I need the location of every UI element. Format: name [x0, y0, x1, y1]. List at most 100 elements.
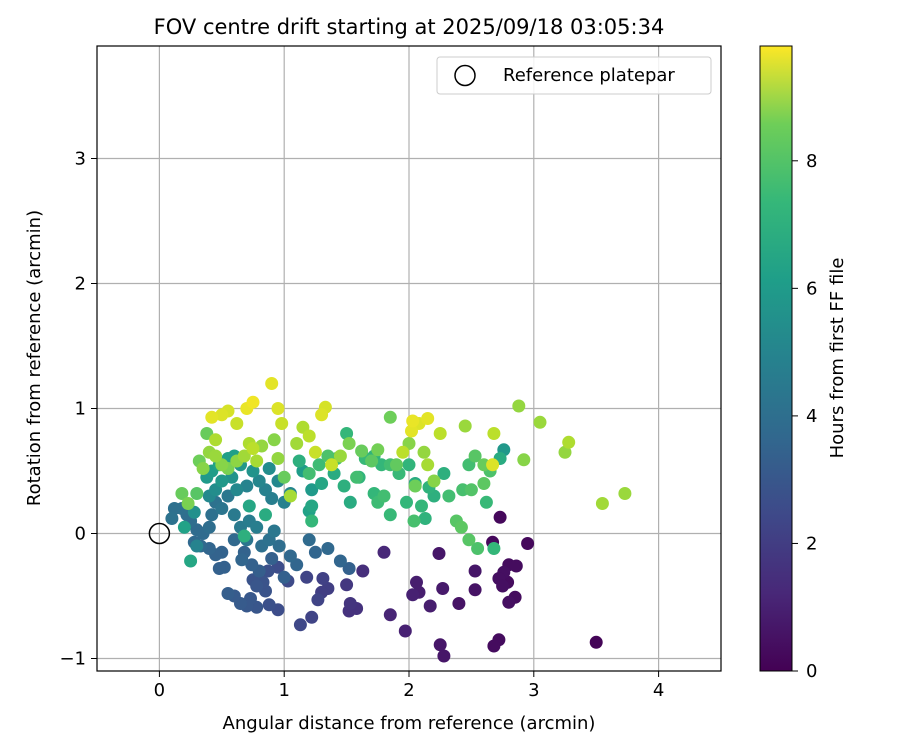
data-point	[517, 453, 531, 467]
data-point	[436, 582, 450, 595]
data-point	[486, 458, 500, 472]
data-point	[252, 474, 266, 488]
data-point	[205, 508, 219, 522]
data-point	[521, 537, 535, 550]
data-point	[407, 514, 421, 528]
data-point	[235, 553, 249, 567]
data-point	[267, 524, 281, 538]
data-point	[406, 414, 420, 428]
data-point	[383, 410, 397, 424]
data-point	[267, 433, 281, 447]
data-point	[437, 467, 451, 480]
data-point	[333, 449, 347, 463]
data-point	[464, 483, 478, 497]
data-point	[250, 520, 264, 534]
data-point	[342, 437, 356, 450]
data-point	[237, 449, 251, 463]
data-point	[421, 458, 435, 472]
data-point	[242, 499, 256, 513]
x-tick-label: 1	[278, 680, 289, 701]
data-point	[283, 489, 297, 503]
x-axis-label: Angular distance from reference (arcmin)	[223, 713, 596, 734]
data-point	[558, 445, 572, 459]
data-point	[421, 412, 435, 425]
colorbar-ticks: 0 2 4 6 8	[792, 151, 817, 682]
data-point	[305, 514, 319, 528]
x-tick-label: 4	[653, 680, 664, 701]
data-point	[302, 533, 316, 547]
data-point	[209, 433, 223, 447]
data-point	[589, 635, 603, 649]
data-point	[502, 595, 516, 609]
data-point	[250, 454, 264, 468]
x-tick-label: 2	[403, 680, 414, 701]
legend-marker	[454, 64, 476, 87]
data-point	[365, 454, 379, 468]
data-point	[383, 608, 397, 622]
colorbar-tick-label: 2	[806, 533, 817, 554]
data-point	[595, 497, 609, 510]
data-point	[272, 539, 286, 553]
data-point	[471, 542, 485, 555]
data-point	[468, 564, 482, 578]
data-point	[418, 512, 432, 525]
data-points	[165, 377, 632, 663]
data-point	[562, 435, 576, 449]
data-point	[215, 502, 229, 515]
y-tick-label: 1	[75, 399, 86, 420]
data-point	[240, 479, 254, 493]
data-point	[408, 479, 422, 493]
data-point	[356, 564, 370, 578]
data-point	[315, 408, 329, 422]
data-point	[209, 449, 223, 463]
data-point	[262, 462, 276, 475]
reference-point	[148, 522, 171, 545]
data-point	[390, 458, 403, 472]
data-point	[405, 424, 418, 438]
data-point	[423, 599, 437, 613]
data-point	[265, 377, 279, 390]
data-point	[227, 508, 241, 522]
data-point	[312, 458, 326, 472]
data-point	[321, 542, 335, 555]
data-point	[293, 618, 307, 632]
data-point	[410, 575, 423, 589]
data-point	[308, 445, 322, 459]
y-tick-label: 0	[75, 524, 86, 545]
y-tick-label: 2	[75, 274, 86, 295]
data-point	[454, 520, 468, 534]
data-point	[202, 520, 216, 534]
data-point	[305, 610, 319, 624]
data-point	[340, 427, 354, 440]
data-point	[433, 427, 447, 440]
data-point	[342, 562, 356, 575]
data-point	[350, 470, 364, 484]
data-point	[316, 572, 330, 585]
colorbar: 0 2 4 6 8 Hours from first FF file	[759, 45, 848, 682]
data-point	[452, 597, 466, 610]
data-point	[383, 508, 397, 522]
data-point	[230, 417, 244, 430]
data-point	[205, 410, 219, 424]
data-point	[487, 427, 501, 440]
data-point	[479, 495, 493, 509]
data-point	[468, 449, 482, 463]
data-point	[402, 458, 416, 472]
data-point	[377, 545, 391, 559]
data-point	[177, 520, 191, 534]
data-point	[377, 489, 391, 503]
data-point	[415, 499, 428, 513]
data-point	[493, 510, 507, 524]
data-point	[277, 470, 291, 484]
data-point	[496, 579, 510, 593]
data-point	[215, 408, 229, 422]
data-point	[245, 558, 259, 572]
y-tick-label: −1	[59, 649, 86, 670]
legend: Reference platepar	[436, 56, 712, 95]
data-point	[487, 639, 501, 653]
data-point	[308, 545, 322, 559]
y-axis-ticks: −1 0 1 2 3	[59, 149, 97, 670]
data-point	[265, 552, 279, 565]
data-point	[181, 497, 195, 510]
data-point	[250, 579, 264, 593]
